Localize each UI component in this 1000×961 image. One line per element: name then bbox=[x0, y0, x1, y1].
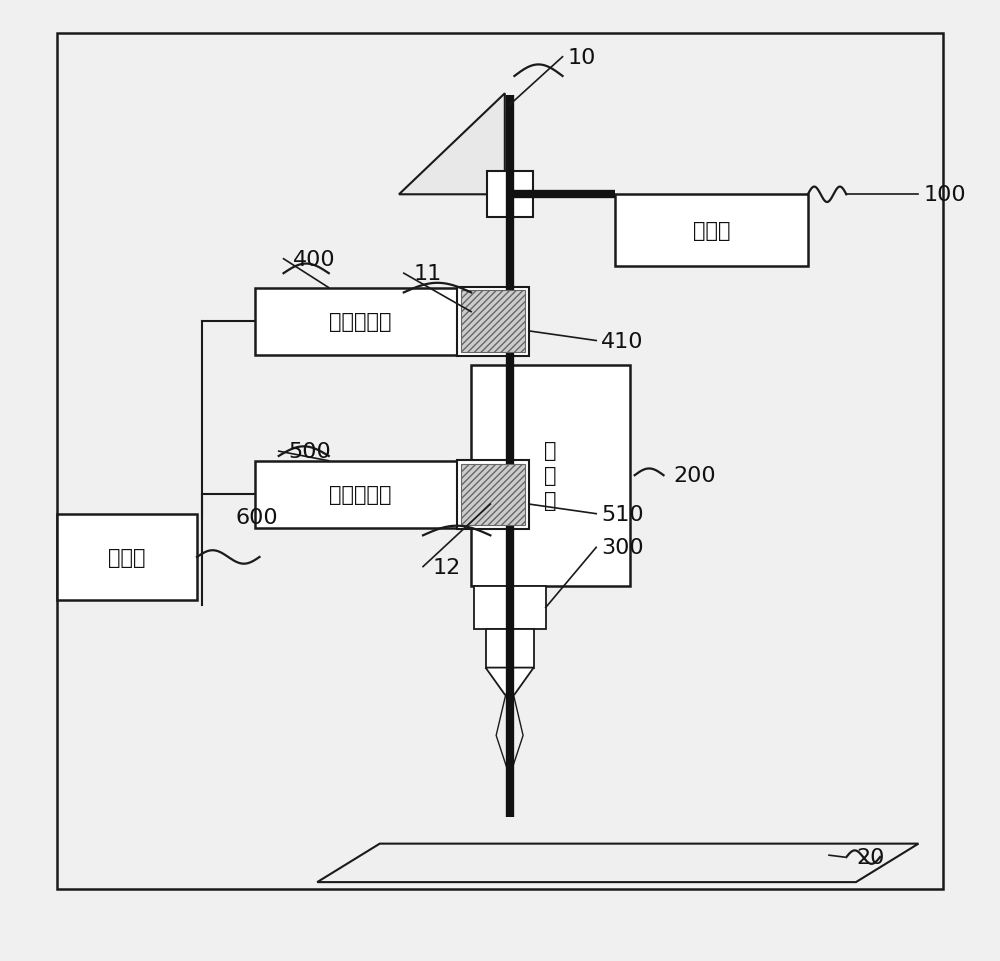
Bar bbox=[461, 464, 525, 526]
Text: 600: 600 bbox=[235, 507, 278, 527]
Bar bbox=[487, 172, 533, 218]
Text: 200: 200 bbox=[673, 466, 716, 485]
Bar bbox=[57, 34, 943, 889]
Text: 410: 410 bbox=[601, 332, 644, 351]
Bar bbox=[486, 629, 534, 668]
Text: 10: 10 bbox=[567, 48, 596, 67]
Text: 510: 510 bbox=[601, 505, 644, 524]
Text: 光
学
部: 光 学 部 bbox=[544, 441, 557, 510]
Text: 11: 11 bbox=[413, 264, 442, 283]
Bar bbox=[457, 311, 466, 333]
Text: 12: 12 bbox=[433, 557, 461, 577]
Text: 激光部: 激光部 bbox=[693, 221, 730, 240]
Polygon shape bbox=[317, 844, 918, 882]
Bar bbox=[457, 484, 466, 505]
Bar bbox=[461, 291, 525, 353]
Bar bbox=[471, 365, 630, 586]
Text: 300: 300 bbox=[601, 538, 644, 557]
Polygon shape bbox=[486, 668, 534, 695]
Text: 20: 20 bbox=[856, 848, 884, 867]
Bar bbox=[57, 514, 197, 601]
Text: 500: 500 bbox=[288, 442, 331, 461]
Text: 控制部: 控制部 bbox=[108, 548, 146, 567]
Bar bbox=[457, 287, 529, 357]
Bar bbox=[255, 288, 466, 356]
Text: 100: 100 bbox=[923, 185, 966, 205]
Text: 第二测定部: 第二测定部 bbox=[329, 485, 392, 505]
Text: 400: 400 bbox=[293, 250, 336, 269]
Bar bbox=[474, 586, 546, 629]
Text: 第一测定部: 第一测定部 bbox=[329, 312, 392, 332]
Polygon shape bbox=[399, 94, 505, 195]
Bar bbox=[615, 194, 808, 266]
Bar bbox=[255, 461, 466, 529]
Bar bbox=[457, 460, 529, 530]
